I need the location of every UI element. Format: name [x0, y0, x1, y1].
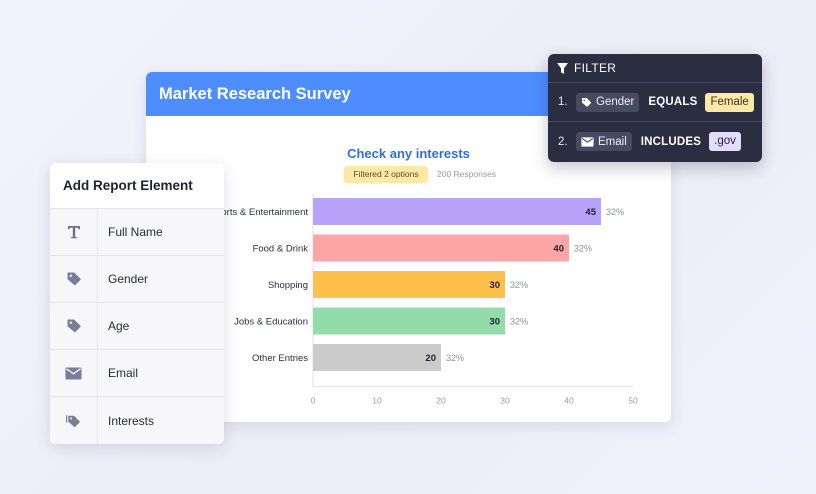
- x-tick-label: 0: [311, 396, 316, 406]
- bar-value-label: 20: [425, 353, 436, 364]
- filter-value[interactable]: .gov: [709, 132, 741, 151]
- category-label: Sports & Entertainment: [210, 207, 309, 218]
- bar: [313, 307, 505, 335]
- filter-header: FILTER: [548, 54, 762, 83]
- filter-row-number: 1.: [558, 96, 568, 108]
- filter-panel: FILTER 1. Gender EQUALS Female 2. Email …: [548, 54, 762, 162]
- filter-field-label: Gender: [596, 96, 635, 108]
- filter-field-label: Email: [598, 135, 627, 148]
- tag-icon: [50, 256, 98, 302]
- tag-icon: [582, 97, 592, 107]
- chart-title: Check any interests: [347, 146, 470, 161]
- tags-icon: [50, 397, 98, 444]
- bar: [313, 198, 601, 225]
- tag-icon: [50, 303, 98, 349]
- category-label: Other Entries: [252, 353, 308, 364]
- x-tick-label: 30: [500, 396, 510, 406]
- bar: [313, 271, 505, 298]
- filter-operator[interactable]: INCLUDES: [640, 135, 702, 148]
- filter-field-chip[interactable]: Email: [576, 132, 632, 151]
- sidebar-title: Add Report Element: [50, 163, 224, 209]
- category-label: Food & Drink: [253, 244, 309, 255]
- sidebar-item-label: Email: [108, 366, 139, 380]
- envelope-icon: [50, 350, 98, 396]
- responses-count: 200 Responses: [437, 169, 497, 179]
- sidebar-item-label: Interests: [108, 413, 155, 428]
- bar: [313, 234, 569, 262]
- bar-percent-label: 32%: [574, 244, 592, 254]
- filter-funnel-icon: [557, 62, 568, 74]
- filter-field-chip[interactable]: Gender: [576, 92, 640, 112]
- sidebar-item-age[interactable]: Age: [50, 303, 224, 350]
- x-tick-label: 50: [628, 396, 638, 406]
- sidebar-item-email[interactable]: Email: [50, 350, 224, 397]
- filter-row[interactable]: 1. Gender EQUALS Female: [548, 83, 762, 122]
- category-label: Shopping: [268, 280, 308, 291]
- bar: [313, 344, 441, 371]
- category-label: Jobs & Education: [234, 317, 308, 328]
- filter-row-number: 2.: [558, 135, 568, 148]
- x-tick-label: 40: [564, 396, 574, 406]
- sidebar-item-gender[interactable]: Gender: [50, 256, 224, 303]
- x-tick-label: 20: [436, 396, 446, 406]
- sidebar-item-interests[interactable]: Interests: [50, 397, 224, 444]
- bar-percent-label: 32%: [510, 280, 528, 290]
- sidebar-item-full-name[interactable]: Full Name: [50, 209, 224, 256]
- bar-value-label: 30: [489, 280, 500, 291]
- add-report-element-panel: Add Report Element Full Name Gender Age …: [50, 163, 224, 444]
- bar-value-label: 45: [585, 207, 596, 218]
- filter-row[interactable]: 2. Email INCLUDES .gov: [548, 122, 762, 161]
- bar-value-label: 30: [489, 317, 500, 328]
- bar-percent-label: 32%: [446, 353, 464, 363]
- text-icon: [50, 209, 98, 255]
- interests-bar-chart: 0 10 20 30 40 50 Sports & Entertainment 45 32% Fo…: [210, 194, 638, 406]
- sidebar-item-label: Age: [108, 319, 130, 333]
- bar-percent-label: 32%: [510, 317, 528, 327]
- report-body: Check any interests Filtered 2 options 2…: [146, 116, 671, 422]
- x-tick-label: 10: [372, 396, 382, 406]
- filter-value[interactable]: Female: [705, 92, 754, 112]
- filtered-badge[interactable]: Filtered 2 options: [344, 166, 428, 183]
- filter-operator[interactable]: EQUALS: [648, 96, 698, 108]
- filter-title: FILTER: [574, 61, 617, 75]
- bar-value-label: 40: [553, 244, 564, 255]
- sidebar-item-label: Gender: [108, 272, 149, 286]
- sidebar-item-label: Full Name: [108, 225, 163, 239]
- bar-percent-label: 32%: [606, 207, 624, 217]
- envelope-icon: [581, 136, 594, 147]
